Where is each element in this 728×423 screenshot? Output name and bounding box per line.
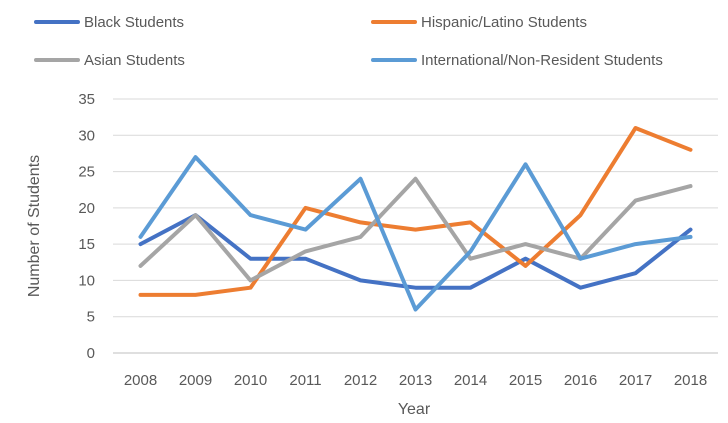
x-tick-label: 2014 (454, 372, 487, 389)
x-tick-label: 2018 (674, 372, 707, 389)
x-tick-label: 2009 (179, 372, 212, 389)
x-tick-label: 2012 (344, 372, 377, 389)
x-axis-title: Year (398, 401, 431, 418)
x-tick-label: 2011 (289, 372, 321, 389)
x-tick-label: 2008 (124, 372, 157, 389)
y-axis-title: Number of Students (26, 155, 43, 297)
series-line (138, 155, 693, 312)
y-tick-label: 10 (78, 272, 95, 289)
chart-legend: Black Students Hispanic/Latino Students As… (34, 14, 663, 69)
series-3 (138, 155, 693, 312)
legend-item: Black Students (34, 14, 184, 31)
series-line (138, 126, 693, 297)
x-axis-ticks: 2008 2009 2010 2011 2012 2013 2014 2015 2016 2017… (124, 372, 707, 389)
chart-gridlines (113, 98, 718, 354)
legend-item: Asian Students (34, 52, 185, 69)
legend-label: Black Students (84, 14, 184, 31)
y-tick-label: 25 (78, 164, 95, 181)
x-tick-label: 2016 (564, 372, 597, 389)
y-tick-label: 30 (78, 127, 95, 144)
series-0 (138, 213, 693, 290)
legend-item: Hispanic/Latino Students (371, 14, 587, 31)
legend-label: International/Non-Resident Students (421, 52, 663, 69)
y-tick-label: 35 (78, 91, 95, 108)
y-tick-label: 0 (87, 345, 95, 362)
x-tick-label: 2013 (399, 372, 432, 389)
y-axis-ticks: 0 5 10 15 20 25 30 35 (78, 91, 95, 362)
series-1 (138, 126, 693, 297)
series-line (138, 176, 693, 283)
legend-label: Asian Students (84, 52, 185, 69)
y-tick-label: 15 (78, 236, 95, 253)
y-tick-label: 5 (87, 309, 95, 326)
x-tick-label: 2015 (509, 372, 542, 389)
chart-series (138, 126, 693, 312)
x-tick-label: 2010 (234, 372, 267, 389)
legend-item: International/Non-Resident Students (371, 52, 663, 69)
legend-label: Hispanic/Latino Students (421, 14, 587, 31)
y-tick-label: 20 (78, 200, 95, 217)
series-line (138, 213, 693, 290)
x-tick-label: 2017 (619, 372, 652, 389)
